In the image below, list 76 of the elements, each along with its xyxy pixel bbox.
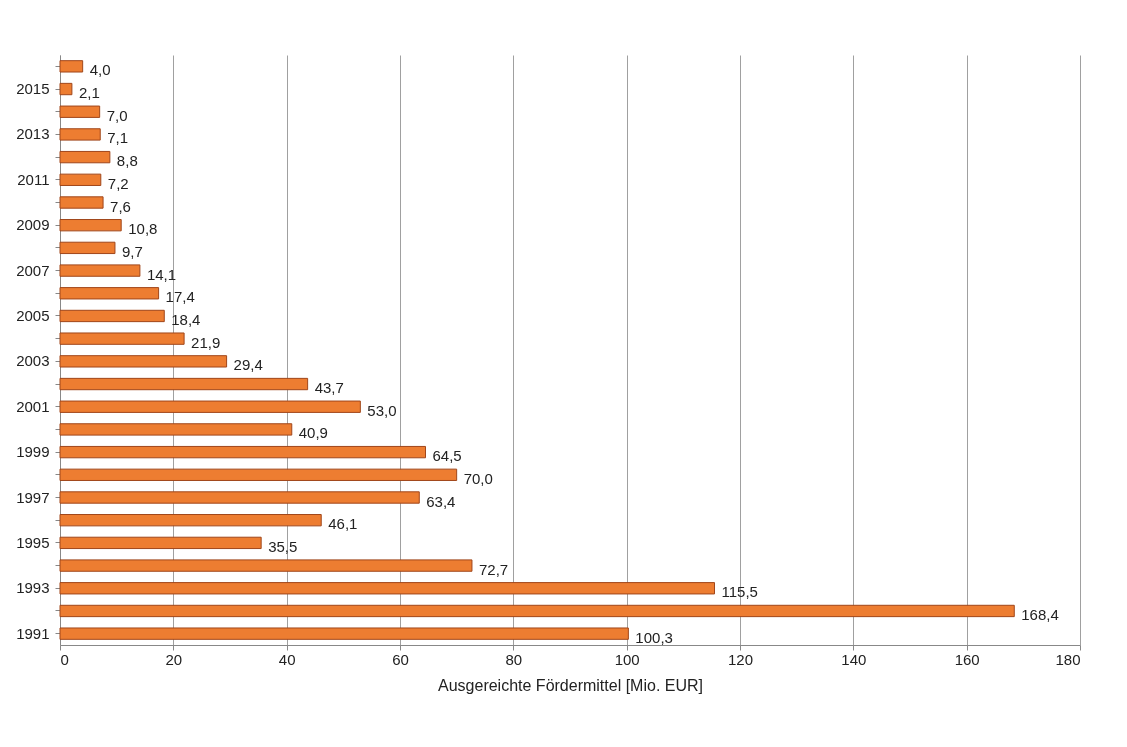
data-label: 8,8 (116, 152, 138, 170)
data-label: 7,6 (110, 197, 131, 215)
data-label: 7,2 (107, 174, 129, 192)
bar (59, 150, 111, 164)
y-tick-label: 2013 (16, 125, 50, 143)
data-label: 18,4 (171, 310, 201, 328)
y-tick-label: 2003 (16, 352, 50, 370)
data-label: 2,1 (78, 84, 100, 102)
bar (59, 514, 322, 527)
bar (59, 559, 473, 572)
bar (59, 332, 185, 345)
x-tick-label: 180 (1055, 650, 1081, 668)
data-label: 7,0 (106, 106, 128, 124)
bar (59, 491, 420, 504)
bar (59, 309, 165, 323)
data-label: 100,3 (635, 628, 673, 646)
bar (59, 173, 102, 186)
y-tick-label: 2009 (16, 216, 50, 234)
data-label: 21,9 (191, 333, 221, 351)
data-label: 7,1 (107, 129, 129, 147)
data-label: 9,7 (121, 242, 143, 260)
bar (59, 468, 458, 481)
y-tick-label: 2015 (16, 80, 50, 98)
y-tick-label: 1997 (16, 488, 50, 506)
bar (59, 60, 84, 73)
bar (59, 604, 1015, 618)
bar (59, 264, 141, 277)
y-tick-label: 1999 (16, 443, 50, 461)
x-tick-label: 20 (165, 650, 183, 668)
data-label: 14,1 (146, 265, 177, 283)
data-label: 168,4 (1021, 605, 1059, 623)
data-label: 4,0 (89, 61, 111, 79)
data-label: 17,4 (165, 288, 195, 306)
y-tick-label: 1991 (16, 624, 50, 642)
bar (59, 445, 426, 459)
bar (59, 105, 101, 118)
x-tick-label: 160 (954, 650, 980, 668)
y-tick-label: 2005 (16, 306, 50, 324)
bar (59, 287, 160, 300)
x-tick-label: 140 (841, 650, 867, 668)
x-tick-label: 100 (614, 650, 640, 668)
x-tick-label: 80 (505, 650, 523, 668)
x-axis-title: Ausgereichte Fördermittel [Mio. EUR] (438, 676, 703, 694)
data-label: 53,0 (367, 401, 397, 419)
bar (59, 82, 73, 96)
bar (59, 582, 715, 595)
bar (59, 400, 361, 413)
bar (59, 241, 116, 255)
data-label: 115,5 (721, 583, 758, 601)
bar (59, 128, 101, 141)
data-label: 63,4 (426, 492, 456, 510)
bar (59, 377, 309, 391)
data-label: 64,5 (432, 447, 462, 465)
data-label: 43,7 (314, 379, 344, 397)
y-tick-label: 2007 (16, 261, 50, 279)
data-label: 46,1 (328, 515, 358, 533)
data-label: 29,4 (233, 356, 263, 374)
bar (59, 196, 104, 209)
y-tick-label: 2001 (16, 397, 50, 415)
y-tick-label: 1995 (16, 533, 50, 551)
data-label: 70,0 (463, 469, 493, 487)
bar (59, 536, 262, 550)
y-tick-label: 1993 (16, 579, 50, 597)
bar (59, 355, 228, 368)
y-tick-label: 2011 (17, 170, 50, 188)
data-label: 72,7 (478, 560, 509, 578)
x-tick-label: 120 (727, 650, 754, 668)
x-tick-label: 0 (60, 650, 69, 668)
x-tick-label: 60 (392, 650, 409, 668)
data-label: 35,5 (268, 537, 298, 555)
bar (59, 423, 293, 436)
data-label: 40,9 (298, 424, 328, 442)
x-tick-label: 40 (278, 650, 296, 668)
data-label: 10,8 (128, 220, 158, 238)
bar (59, 219, 122, 232)
bar (59, 627, 629, 640)
